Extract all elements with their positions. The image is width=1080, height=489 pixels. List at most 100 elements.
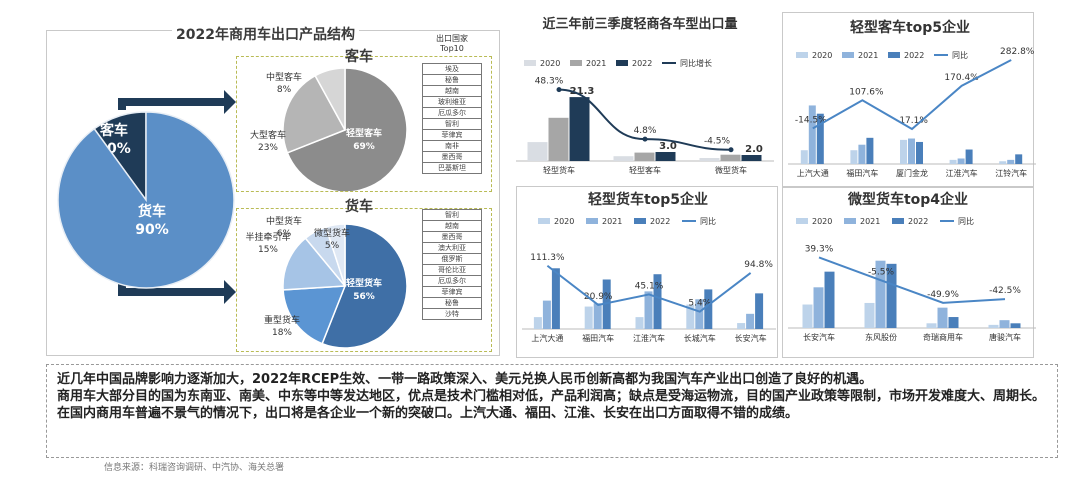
- line-data-label: 111.3%: [530, 253, 565, 263]
- x-tick-label: 奇瑞商用车: [923, 332, 963, 342]
- legend-swatch: [538, 218, 550, 224]
- pie-slice-value: 23%: [258, 143, 278, 153]
- bar: [569, 97, 590, 161]
- truck-country-table: 智利 越南 墨西哥 澳大利亚 俄罗斯 哥伦比亚 厄瓜多尔 菲律宾 秘鲁 沙特: [422, 209, 482, 320]
- legend-swatch: [524, 60, 536, 66]
- legend-swatch: [586, 218, 598, 224]
- line-data-label: 20.9%: [584, 292, 613, 302]
- chart-title: 微型货车top4企业: [847, 191, 968, 208]
- x-tick-label: 上汽大通: [531, 333, 563, 343]
- line-data-label: 170.4%: [944, 73, 979, 83]
- bar: [602, 279, 611, 329]
- line-data-label: -17.1%: [896, 116, 928, 126]
- country-cell: 智利: [422, 209, 482, 221]
- country-cell: 哥伦比亚: [422, 264, 482, 276]
- growth-line: [812, 59, 1012, 131]
- bar: [957, 158, 965, 164]
- legend-label: 2021: [858, 51, 878, 60]
- pie-slice-label: 中型客车: [266, 71, 302, 83]
- country-cell: 沙特: [422, 308, 482, 320]
- legend-label: 2020: [812, 51, 832, 60]
- legend-label: 2022: [650, 217, 670, 226]
- pie-slice: [286, 67, 408, 193]
- legend-swatch: [842, 52, 854, 58]
- truck-title: 货车: [345, 199, 373, 215]
- truck-box: [236, 208, 492, 352]
- bar: [548, 117, 569, 161]
- chart-title: 轻型客车top5企业: [850, 19, 970, 36]
- legend-label: 同比: [952, 50, 968, 60]
- country-cell: 巴基斯坦: [422, 162, 482, 174]
- bar: [858, 144, 866, 164]
- bar: [527, 142, 548, 161]
- bar: [802, 304, 813, 328]
- legend-label: 2020: [812, 217, 832, 226]
- country-cell: 厄瓜多尔: [422, 107, 482, 119]
- bar: [699, 158, 720, 161]
- bar: [613, 156, 634, 161]
- legend-label: 2021: [860, 217, 880, 226]
- x-tick-label: 福田汽车: [582, 333, 614, 343]
- growth-line: [818, 256, 1006, 304]
- x-tick-label: 江淮汽车: [946, 168, 978, 178]
- line-data-label: 107.6%: [849, 87, 884, 97]
- bar: [686, 304, 695, 329]
- pie-slice: [321, 223, 408, 349]
- pie-slice: [324, 223, 346, 287]
- pie-slice-label: 中型货车: [266, 215, 302, 227]
- growth-line: [546, 264, 752, 313]
- x-tick-label: 上汽大通: [797, 168, 829, 178]
- country-cell: 墨西哥: [422, 231, 482, 243]
- bar: [948, 317, 959, 328]
- pie-slice-label: 客车: [99, 122, 128, 139]
- chart-title: 近三年前三季度轻商各车型出口量: [542, 16, 737, 32]
- pie-slice: [314, 67, 346, 131]
- bus-pie: 轻型客车 69% 大型客车 23% 中型客车 8%: [250, 67, 408, 193]
- country-cell: 智利: [422, 118, 482, 130]
- pie-slice-value: 5%: [325, 241, 340, 251]
- bar: [1010, 323, 1021, 328]
- legend-swatch: [844, 218, 856, 224]
- bar: [965, 149, 973, 164]
- legend-swatch: [796, 218, 808, 224]
- line-data-label: 282.8%: [1000, 47, 1035, 57]
- country-header-line2: Top10: [440, 44, 464, 53]
- country-header: 出口国家 Top10: [422, 34, 482, 54]
- line-data-label: 94.8%: [744, 260, 773, 270]
- bar: [864, 302, 875, 328]
- line-data-label: -49.9%: [927, 290, 959, 300]
- legend-label: 同比增长: [680, 58, 712, 68]
- bar: [850, 150, 858, 164]
- pie-slice-value: 8%: [277, 85, 292, 95]
- pie-slice-label: 轻型客车: [346, 127, 382, 139]
- summary-line1: 近几年中国品牌影响力逐渐加大，2022年RCEP生效、一带一路政策深入、美元兑换…: [57, 372, 873, 387]
- x-tick-label: 东风股份: [865, 332, 897, 342]
- x-tick-label: 长安汽车: [803, 332, 835, 342]
- bar: [542, 300, 551, 329]
- country-cell: 墨西哥: [422, 151, 482, 163]
- legend-swatch: [796, 52, 808, 58]
- bar: [635, 317, 644, 329]
- chart-light-commercial: 近三年前三季度轻商各车型出口量 2020 2021 2022 同比增长 21.3 轻型货车 4…: [516, 16, 774, 175]
- line-data-label: -14.5%: [795, 115, 827, 125]
- line-data-label: -42.5%: [989, 286, 1021, 296]
- source-note: 信息来源：科瑞咨询调研、中汽协、海关总署: [104, 463, 285, 473]
- country-cell: 菲律宾: [422, 129, 482, 141]
- x-tick-label: 江淮汽车: [633, 333, 665, 343]
- legend-label: 2021: [602, 217, 622, 226]
- bar: [800, 150, 808, 164]
- country-cell: 南非: [422, 140, 482, 152]
- pie-slice-label: 重型货车: [264, 314, 300, 326]
- x-tick-label: 长安汽车: [735, 333, 767, 343]
- country-cell: 澳大利亚: [422, 242, 482, 254]
- bus-title: 客车: [345, 49, 373, 65]
- bar: [644, 291, 653, 329]
- x-tick-label: 轻型货车: [543, 165, 575, 175]
- legend-label: 2022: [904, 51, 924, 60]
- pie-slice-value: 18%: [272, 328, 292, 338]
- bar: [999, 320, 1010, 328]
- country-header-line1: 出口国家: [436, 34, 468, 43]
- x-tick-label: 江铃汽车: [995, 168, 1027, 178]
- bar: [593, 303, 602, 329]
